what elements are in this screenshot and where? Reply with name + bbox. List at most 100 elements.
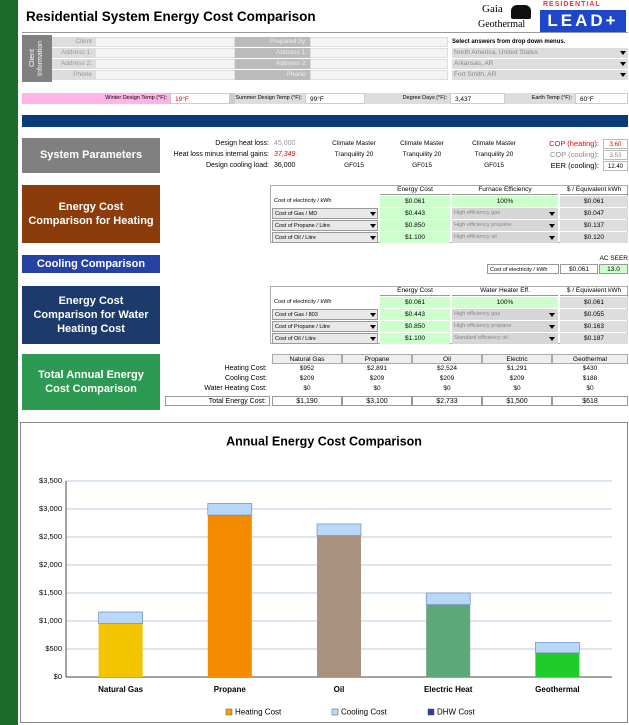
equipment-text: GF015 — [390, 161, 454, 171]
energy-cost: $0.443 — [380, 309, 450, 320]
cooling-header: AC SEER — [590, 254, 628, 263]
total-column-header: Electric — [482, 354, 552, 364]
prepared-input — [310, 70, 448, 80]
prepared-field-label: Phone: — [235, 70, 310, 80]
total-value: $1,291 — [482, 364, 552, 374]
header-rule — [22, 32, 628, 33]
temp-value: 60°F — [575, 93, 628, 104]
energy-cost: $1.100 — [380, 333, 450, 344]
bar-segment — [317, 536, 361, 677]
prepared-input — [310, 48, 448, 58]
total-value: $209 — [412, 374, 482, 384]
equivalent-cost: $0.061 — [560, 196, 628, 207]
logo-icon — [511, 5, 531, 19]
section-title: Cooling Comparison — [22, 255, 160, 273]
performance-label: COP (cooling): — [530, 150, 602, 160]
prepared-input — [310, 37, 448, 47]
temp-value: 99°F — [305, 93, 365, 104]
param-label: Heat loss minus internal gains: — [162, 150, 272, 160]
client-field-label: Client — [52, 37, 95, 47]
efficiency: High efficiency gas — [452, 208, 558, 219]
y-tick-label: $3,500 — [39, 476, 62, 485]
equivalent-cost: $0.055 — [560, 309, 628, 320]
x-tick-label: Geothermal — [535, 685, 579, 694]
equipment-text: Climate Master — [462, 139, 526, 149]
param-value: 37,349 — [274, 150, 308, 160]
equivalent-cost: $0.120 — [560, 232, 628, 243]
bar-segment — [208, 515, 252, 677]
total-column-header: Oil — [412, 354, 482, 364]
section-title: Total Annual Energy Cost Comparison — [22, 354, 160, 410]
legend-label: DHW Cost — [437, 708, 476, 717]
performance-value: 3.53 — [603, 150, 628, 160]
bar-segment — [426, 605, 470, 677]
title: Residential System Energy Cost Compariso… — [26, 6, 356, 28]
bar-segment — [535, 653, 579, 677]
bar-segment — [208, 503, 252, 515]
section-title: Energy Cost Comparison for Water Heating… — [22, 286, 160, 344]
efficiency: High efficiency oil — [452, 232, 558, 243]
total-value: $188 — [552, 374, 628, 384]
equipment-text: Tranquility 20 — [390, 150, 454, 160]
energy-cost: $0.061 — [380, 196, 450, 207]
y-tick-label: $0 — [54, 672, 62, 681]
total-value: $0 — [552, 384, 628, 394]
param-label: Design heat loss: — [162, 139, 272, 149]
total-value: $209 — [482, 374, 552, 384]
bar-segment — [99, 624, 143, 677]
table-header: $ / Equivalent kWh — [560, 286, 628, 296]
equipment-text: GF015 — [462, 161, 526, 171]
y-tick-label: $2,500 — [39, 532, 62, 541]
fuel-label: Cost of Gas / MD — [272, 208, 378, 219]
bar-segment — [317, 524, 361, 536]
total-row-label: Heating Cost: — [165, 364, 270, 374]
fuel-label: Cost of electricity / kWh — [272, 196, 378, 207]
performance-value: 12.40 — [603, 161, 628, 171]
energy-cost: $0.061 — [380, 297, 450, 308]
equipment-text: Tranquility 20 — [322, 150, 386, 160]
temp-label: Winter Design Temp (°F): — [22, 93, 170, 104]
client-input — [95, 48, 235, 58]
location-dropdown: Arkansas, AR — [452, 59, 628, 69]
equipment-text: Tranquility 20 — [462, 150, 526, 160]
param-label: Design cooling load: — [162, 161, 272, 171]
fuel-label: Cost of electricity / kWh — [272, 297, 378, 308]
y-tick-label: $500 — [45, 644, 62, 653]
logo-text: LEAD+ — [540, 10, 626, 32]
efficiency: Standard efficiency oil — [452, 333, 558, 344]
chart-title: Annual Energy Cost Comparison — [226, 434, 422, 448]
efficiency: High efficiency propane — [452, 220, 558, 231]
efficiency: High efficiency gas — [452, 309, 558, 320]
location-dropdown: North America, United States — [452, 48, 628, 58]
total-column-header: Geothermal — [552, 354, 628, 364]
client-field-label: Address 1: — [52, 48, 95, 58]
prepared-field-label: Prepared by: — [235, 37, 310, 47]
efficiency: 100% — [452, 196, 558, 207]
total-value: $0 — [272, 384, 342, 394]
table-header: Furnace Efficiency — [452, 185, 558, 195]
temp-value: 19°F — [170, 93, 230, 104]
equivalent-cost: $0.047 — [560, 208, 628, 219]
prepared-field-label: Address 1: — [235, 48, 310, 58]
location-dropdown: Fort Smith, AR — [452, 70, 628, 80]
energy-cost: $0.850 — [380, 321, 450, 332]
temp-label: Summer Design Temp (°F): — [235, 93, 305, 104]
energy-cost: $0.850 — [380, 220, 450, 231]
legend-swatch — [226, 709, 232, 715]
instruction: Select answers from drop down menus. — [452, 37, 628, 47]
total-row-label: Total Energy Cost: — [165, 396, 270, 406]
total-value: $430 — [552, 364, 628, 374]
param-value: 36,000 — [274, 161, 308, 171]
y-tick-label: $3,000 — [39, 504, 62, 513]
total-value: $209 — [272, 374, 342, 384]
x-tick-label: Propane — [214, 685, 247, 694]
total-value: $0 — [412, 384, 482, 394]
temp-label: Degree Days (°F): — [365, 93, 450, 104]
section-title: Energy Cost Comparison for Heating — [22, 185, 160, 243]
performance-label: EER (cooling): — [530, 161, 602, 171]
y-tick-label: $1,500 — [39, 588, 62, 597]
equivalent-cost: $0.163 — [560, 321, 628, 332]
legend-swatch — [332, 709, 338, 715]
y-tick-label: $1,000 — [39, 616, 62, 625]
equipment-text: Climate Master — [322, 139, 386, 149]
